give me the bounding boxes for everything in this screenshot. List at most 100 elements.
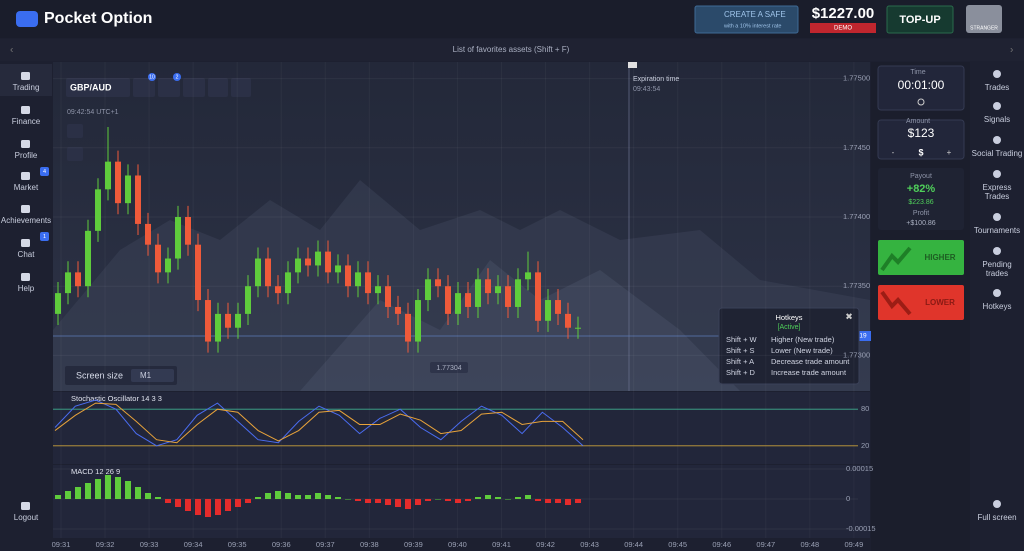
arrow-left[interactable]: ‹ [10, 45, 13, 56]
nav-item[interactable]: Trades [985, 83, 1010, 92]
x-tick-label: 09:40 [448, 540, 467, 549]
nav-icon [993, 247, 1001, 255]
nav-item[interactable]: Logout [14, 513, 39, 522]
nav-item[interactable]: Market [14, 183, 39, 192]
candle-body [545, 300, 551, 321]
candle-body [85, 230, 91, 287]
candle-body [315, 251, 321, 266]
candle-body [355, 272, 361, 287]
nav-icon [21, 106, 30, 114]
tool-button[interactable] [67, 124, 83, 138]
y-tick-label: 1.77400 [843, 212, 870, 221]
y-tick-label: 1.77300 [843, 350, 870, 359]
macd-bar [225, 499, 231, 511]
x-tick-label: 09:46 [712, 540, 731, 549]
nav-item[interactable]: Trades [985, 192, 1010, 201]
time-label: Time [910, 69, 925, 76]
asset-button[interactable] [66, 78, 130, 97]
nav-item[interactable]: Express [983, 183, 1012, 192]
nav-item[interactable]: Social Trading [972, 149, 1023, 158]
higher-label: HIGHER [924, 253, 955, 262]
more-button[interactable] [208, 78, 228, 97]
nav-item[interactable]: Trading [13, 83, 40, 92]
nav-badge-count: 1 [43, 234, 46, 240]
currency-button[interactable]: $ [918, 147, 923, 157]
macd-bar [555, 499, 561, 503]
nav-item[interactable]: Hotkeys [983, 302, 1012, 311]
macd-bar [305, 495, 311, 499]
timeframe-button[interactable] [131, 369, 174, 382]
plus-button[interactable]: + [947, 148, 952, 157]
x-tick-label: 09:37 [316, 540, 335, 549]
macd-title: MACD 12 26 9 [71, 467, 120, 476]
time-value: 00:01:00 [898, 78, 945, 92]
nav-item[interactable]: Chat [18, 250, 36, 259]
layout-button[interactable] [231, 78, 251, 97]
macd-bar [235, 499, 241, 507]
topup-button[interactable] [886, 5, 954, 34]
candle-body [105, 161, 111, 190]
candle-body [165, 258, 171, 273]
safe-button[interactable] [694, 5, 799, 34]
safe-sub: with a 10% interest rate [723, 23, 781, 29]
profit-label: Profit [913, 210, 929, 217]
macd-bar [85, 483, 91, 499]
x-tick-label: 09:32 [96, 540, 115, 549]
candle-body [415, 300, 421, 342]
arrow-right[interactable]: › [1010, 45, 1013, 56]
asset: GBP/AUD [70, 82, 112, 92]
candle-body [125, 175, 131, 204]
higher-icon [880, 246, 912, 272]
macd-bar [525, 495, 531, 499]
nav-item[interactable]: Tournaments [974, 226, 1020, 235]
hotkey-action: Higher (New trade) [771, 335, 835, 344]
nav-item[interactable]: Full screen [977, 513, 1016, 522]
candle-body [305, 258, 311, 266]
demo-badge[interactable] [810, 23, 876, 33]
x-tick-label: 09:49 [845, 540, 864, 549]
avatar[interactable] [966, 5, 1002, 33]
candle-body [475, 279, 481, 307]
nav-item[interactable]: Finance [12, 117, 41, 126]
drawing-button[interactable] [183, 78, 205, 97]
stochastic-line [54, 402, 584, 444]
favorites[interactable]: List of favorites assets (Shift + F) [453, 45, 570, 54]
y-tick-label: -0.00015 [846, 524, 876, 533]
candle-body [245, 286, 251, 314]
macd-bar [535, 499, 541, 501]
favorites-bar [0, 39, 1024, 61]
brand: Pocket Option [44, 10, 152, 27]
amount-box[interactable] [877, 119, 965, 160]
minus-button[interactable]: - [892, 148, 895, 157]
lower-button[interactable] [878, 285, 964, 320]
chart-type-button[interactable] [133, 78, 155, 97]
nav-item[interactable]: Pending [982, 260, 1011, 269]
payout-value: +82% [907, 183, 936, 195]
expiration-time: 09:43:54 [633, 86, 660, 93]
candle-body [555, 300, 561, 314]
macd-bar [515, 497, 521, 499]
macd-bar [125, 481, 131, 499]
candle-body [325, 251, 331, 273]
x-tick-label: 09:45 [668, 540, 687, 549]
macd-bar [415, 499, 421, 505]
higher-button[interactable] [878, 240, 964, 275]
tool-button[interactable] [67, 147, 83, 161]
x-tick-label: 09:31 [52, 540, 71, 549]
nav-item[interactable]: Achievements [1, 216, 51, 225]
hotkey-action: Lower (New trade) [771, 346, 833, 355]
stochastic-line [54, 399, 584, 447]
nav-item[interactable]: trades [986, 269, 1008, 278]
nav-icon [993, 102, 1001, 110]
macd-bar [495, 497, 501, 499]
nav-icon [21, 172, 30, 180]
close-icon[interactable]: ✖ [845, 311, 853, 321]
y-tick-label: 1.77450 [843, 143, 870, 152]
nav-item[interactable]: Help [18, 284, 35, 293]
nav-item[interactable]: Signals [984, 115, 1010, 124]
hotkey-key: Shift + S [726, 346, 755, 355]
time-box[interactable] [877, 65, 965, 111]
indicators-button[interactable] [158, 78, 180, 97]
nav-item[interactable]: Profile [15, 151, 38, 160]
hotkey-key: Shift + W [726, 335, 758, 344]
